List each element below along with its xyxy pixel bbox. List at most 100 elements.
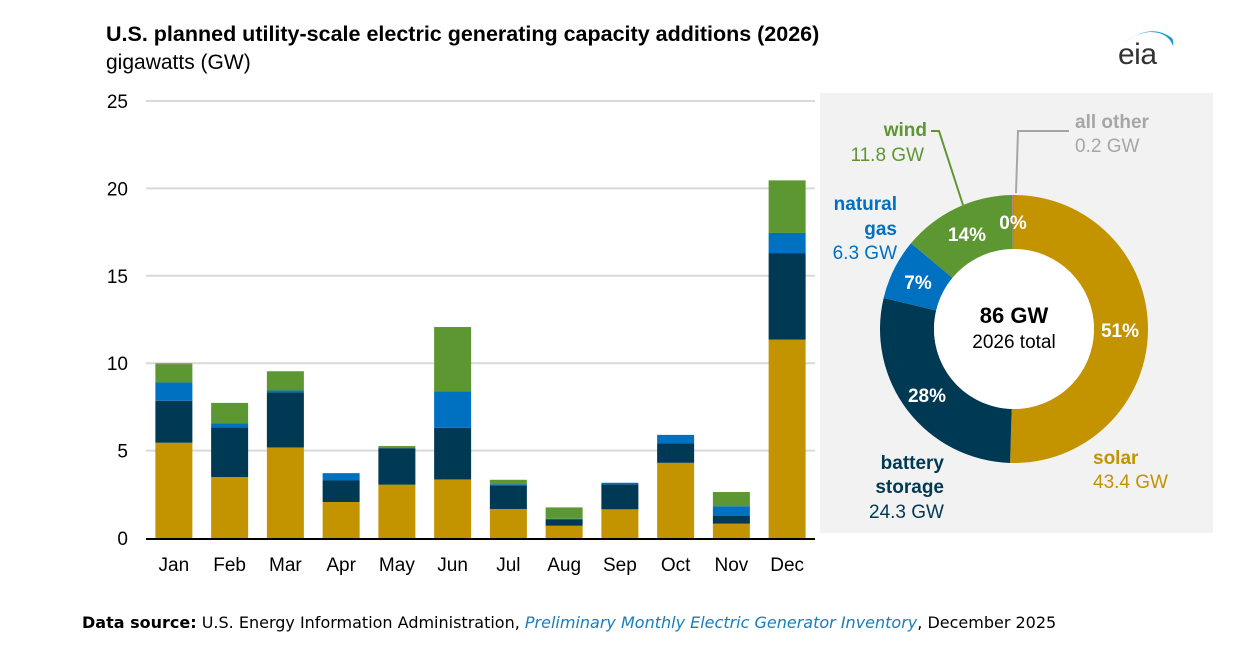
bar-stack-jul [489,479,527,538]
donut-percent-solar: 51% [1101,321,1139,342]
legend-natural-gas-value: 6.3 GW [833,243,897,264]
donut-slice-battery-storage [880,297,1012,463]
bar-segment-battery-storage [768,253,806,340]
wind-leader-line [931,130,964,206]
bar-stack-may [378,446,416,538]
legend-wind-value: 11.8 GW [850,145,924,166]
data-source-date: , December 2025 [917,613,1057,632]
bar-segment-battery-storage [489,485,527,509]
bar-segment-natural-gas [545,518,583,520]
bar-segment-solar [378,484,416,538]
x-axis-ticks: Jan Feb Mar Apr May Jun Jul Aug Sep Oct Nov Dec [159,555,804,576]
bar-stack-aug [545,507,583,538]
bar-segment-wind [712,492,750,507]
bar-stack-jun [434,327,472,538]
x-tick-label: May [379,555,415,576]
bar-segment-natural-gas [155,382,193,401]
bar-segment-battery-storage [712,515,750,524]
x-tick-label: Apr [326,555,356,576]
data-source-label: Data source: [82,613,197,632]
y-tick-label: 10 [107,354,128,375]
bar-segment-solar [434,479,472,538]
data-source-text: U.S. Energy Information Administration, [201,613,525,632]
bar-segment-battery-storage [378,448,416,485]
bar-segment-battery-storage [155,400,193,443]
data-source-link[interactable]: Preliminary Monthly Electric Generator I… [524,613,918,632]
bar-segment-solar [155,442,193,538]
y-tick-label: 0 [117,529,128,550]
bar-segment-natural-gas [211,423,249,428]
donut-center-label: 2026 total [972,332,1055,353]
donut-chart [880,195,1148,463]
bar-segment-solar [712,523,750,538]
bar-segment-battery-storage [266,392,304,448]
bar-segment-solar [322,501,360,538]
bar-segment-natural-gas [768,232,806,254]
legend-battery-value: 24.3 GW [869,502,944,523]
donut-percent-wind: 14% [948,225,986,246]
y-tick-label: 20 [107,179,128,200]
bar-stack-nov [712,492,750,538]
bar-stack-jan [155,363,193,538]
bar-segment-natural-gas [601,482,639,485]
chart-title: U.S. planned utility-scale electric gene… [106,22,820,46]
bar-segment-battery-storage [434,427,472,480]
data-source: Data source: U.S. Energy Information Adm… [82,613,1056,632]
bar-segment-wind [434,327,472,392]
bar-segment-battery-storage [657,443,695,463]
bar-segment-solar [657,462,695,538]
bar-segment-wind [768,180,806,233]
bar-segment-wind [266,371,304,391]
bar-segment-solar [266,447,304,538]
bar-stack-dec [768,180,806,538]
donut-hole [934,249,1094,409]
x-tick-label: Jul [496,555,520,576]
bar-segment-solar [489,508,527,538]
bar-segment-natural-gas [266,390,304,393]
donut-center-value: 86 GW [980,303,1049,328]
x-tick-label: Aug [547,555,581,576]
bar-segment-wind [489,479,527,485]
bar-segment-battery-storage [601,484,639,510]
legend-natural-gas-label-1: natural [834,194,897,215]
legend-natural-gas-label-2: gas [864,219,897,240]
donut-slice-all-other [1012,195,1014,250]
bar-segment-wind [155,364,193,383]
legend-all-other-label: all other [1075,112,1150,133]
donut-percent-natural-gas: 7% [904,273,932,294]
logo-text: eia [1118,38,1157,71]
donut-slice-wind [911,195,1013,278]
x-tick-label: Nov [714,555,748,576]
legend-solar-label: solar [1093,448,1139,469]
bar-stack-mar [266,371,304,538]
x-tick-label: Sep [603,555,637,576]
y-tick-label: 15 [107,267,128,288]
bar-segment-solar [545,525,583,538]
bar-stack-sep [601,482,639,538]
gridlines [146,100,815,452]
bar-segment-solar [768,339,806,538]
x-tick-label: Jun [437,555,468,576]
donut-slice-solar [1010,195,1148,463]
bar-segment-wind [378,446,416,449]
x-tick-label: Mar [269,555,302,576]
donut-percent-all-other: 0% [999,213,1027,234]
donut-percent-battery-storage: 28% [908,386,946,407]
y-tick-label: 5 [117,442,128,463]
x-tick-label: Dec [770,555,804,576]
bar-stack-apr [322,473,360,538]
bar-segment-natural-gas [657,434,695,444]
legend-all-other-value: 0.2 GW [1075,136,1139,157]
bar-segment-wind [545,507,583,519]
y-axis-ticks: 0 5 10 15 20 25 [107,92,128,550]
y-tick-label: 25 [107,92,128,113]
bar-segment-natural-gas [322,473,360,481]
bar-stack-feb [211,402,249,538]
bar-segment-battery-storage [545,519,583,526]
legend-solar-value: 43.4 GW [1093,472,1168,493]
bar-segment-natural-gas [434,391,472,428]
bar-segment-all-other [155,363,193,365]
x-tick-label: Oct [661,555,691,576]
legend-battery-label-2: storage [875,477,944,498]
